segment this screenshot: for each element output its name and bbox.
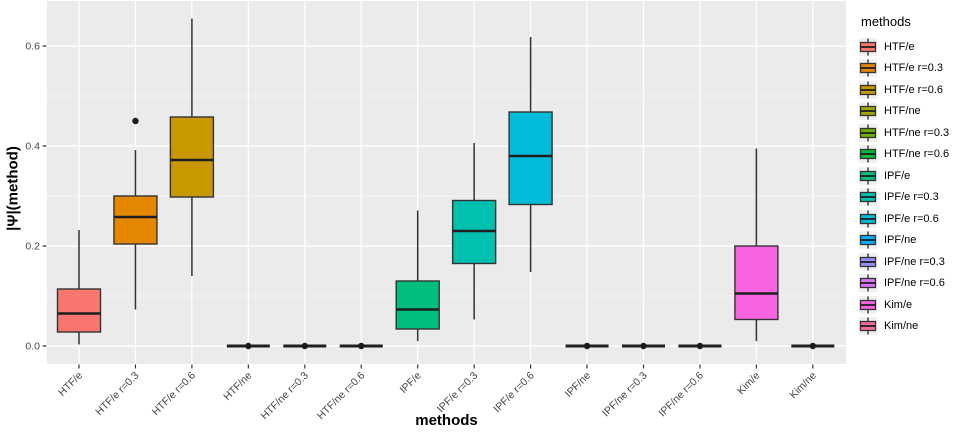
legend-item: HTF/ne r=0.6 — [859, 144, 956, 166]
legend-item-label: HTF/ne r=0.6 — [884, 148, 950, 161]
legend-item-label: IPF/ne — [884, 234, 917, 247]
x-tick-label: HTF/e r=0.3 — [93, 370, 141, 418]
y-tick-label: 0.4 — [25, 141, 40, 153]
legend-item: HTF/e r=0.3 — [859, 58, 956, 80]
x-tick-label: IPF/e r=0.3 — [435, 370, 481, 416]
legend-key-boxplot-icon — [859, 37, 877, 56]
legend-item-label: HTF/e — [884, 40, 915, 53]
outlier-point — [132, 117, 139, 125]
legend-item: IPF/e — [859, 165, 956, 187]
legend-item-label: IPF/ne r=0.3 — [884, 255, 945, 268]
legend-item: HTF/ne — [859, 101, 956, 123]
box — [113, 195, 158, 245]
legend-item-label: HTF/e r=0.3 — [884, 62, 943, 75]
outlier-point — [301, 342, 308, 350]
outlier-point — [358, 342, 365, 350]
legend-item: IPF/e r=0.6 — [859, 208, 956, 230]
box — [56, 288, 102, 333]
x-tick-label: Kim/e — [735, 370, 763, 398]
legend-item: IPF/e r=0.3 — [859, 187, 956, 209]
legend-key-boxplot-icon — [859, 123, 877, 142]
legend-key-boxplot-icon — [859, 274, 877, 293]
legend-key-boxplot-icon — [859, 145, 877, 164]
legend-item-label: HTF/ne — [884, 105, 921, 118]
legend-item: HTF/e — [859, 36, 956, 58]
y-tick-label: 0.2 — [25, 241, 40, 253]
box — [169, 116, 215, 198]
legend: methods HTF/e HTF/e r=0.3 HTF/e r=0.6 HT… — [859, 14, 956, 337]
legend-key-boxplot-icon — [859, 102, 877, 121]
legend-key-boxplot-icon — [859, 231, 877, 250]
box — [734, 245, 779, 321]
x-tick-label: HTF/e — [56, 370, 85, 399]
x-tick-label: HTF/ne — [221, 370, 254, 403]
legend-key-boxplot-icon — [859, 209, 877, 228]
x-axis-title: methods — [415, 412, 478, 429]
legend-item: IPF/ne r=0.3 — [859, 251, 956, 273]
legend-items: HTF/e HTF/e r=0.3 HTF/e r=0.6 HTF/ne HTF… — [859, 36, 956, 337]
legend-key-boxplot-icon — [859, 80, 877, 99]
x-tick-label: Kim/ne — [787, 370, 819, 402]
y-axis-title: |Ψ|(method) — [4, 146, 22, 231]
x-tick-label: HTF/e r=0.6 — [150, 370, 198, 418]
outlier-point — [809, 342, 817, 350]
legend-item-label: Kim/ne — [884, 320, 919, 333]
legend-item: HTF/e r=0.6 — [859, 79, 956, 101]
x-tick-label: IPF/e — [398, 370, 424, 396]
outlier-point — [583, 342, 591, 350]
legend-key-boxplot-icon — [859, 252, 877, 271]
panel-background — [47, 1, 846, 364]
box — [508, 111, 553, 206]
legend-key-boxplot-icon — [859, 295, 877, 314]
legend-key-boxplot-icon — [859, 59, 877, 78]
box — [395, 280, 440, 330]
legend-item: IPF/ne — [859, 230, 956, 252]
legend-item-label: IPF/e r=0.6 — [884, 212, 939, 225]
legend-item-label: IPF/e r=0.3 — [884, 191, 939, 204]
outlier-point — [640, 342, 647, 350]
outlier-point — [245, 342, 252, 350]
legend-item-label: HTF/ne r=0.3 — [884, 126, 950, 139]
legend-title: methods — [861, 14, 911, 29]
legend-item: Kim/e — [859, 294, 956, 316]
legend-item: HTF/ne r=0.3 — [859, 122, 956, 144]
legend-item: Kim/ne — [859, 316, 956, 338]
legend-key-boxplot-icon — [859, 188, 877, 207]
legend-key-boxplot-icon — [859, 317, 877, 336]
y-tick-label: 0.6 — [25, 41, 40, 53]
legend-item-label: IPF/e — [884, 169, 911, 182]
legend-item: IPF/ne r=0.6 — [859, 273, 956, 295]
outlier-point — [696, 342, 704, 350]
legend-key-boxplot-icon — [859, 166, 877, 185]
x-tick-label: IPF/e r=0.6 — [491, 370, 537, 416]
legend-item-label: IPF/ne r=0.6 — [884, 277, 945, 290]
legend-item-label: Kim/e — [884, 298, 913, 311]
legend-item-label: HTF/e r=0.6 — [884, 83, 943, 96]
x-tick-label: IPF/ne — [563, 370, 593, 400]
y-tick-label: 0.0 — [25, 341, 40, 353]
